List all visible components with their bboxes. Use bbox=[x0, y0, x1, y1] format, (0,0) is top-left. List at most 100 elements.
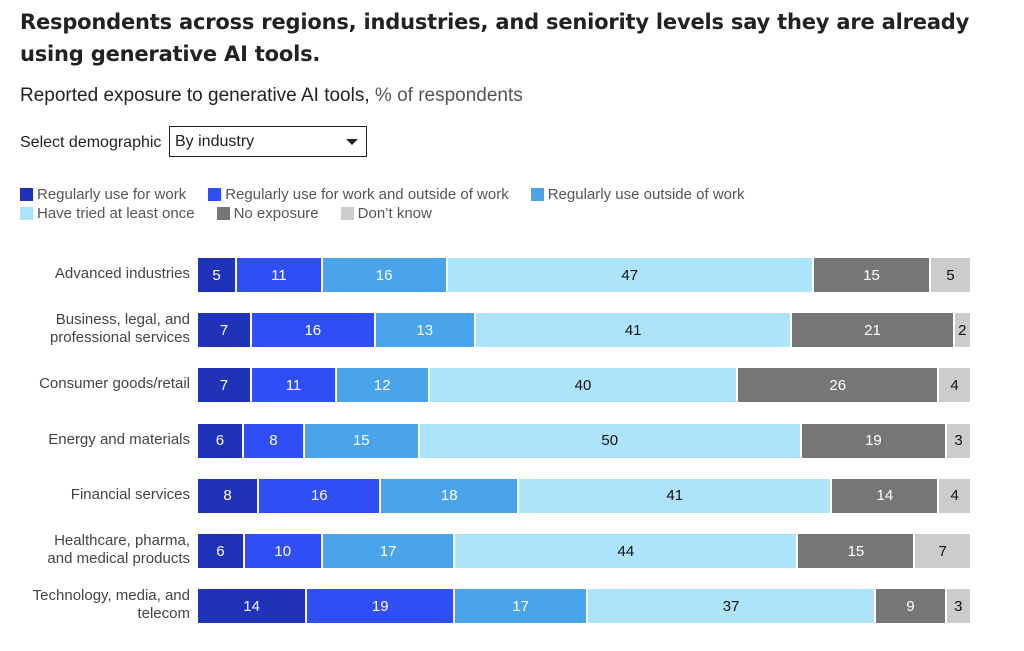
data-label: 3 bbox=[954, 432, 963, 450]
bar-row: 7 11 12 40 26 4 bbox=[198, 368, 970, 403]
legend-swatch bbox=[340, 207, 354, 220]
data-label: 19 bbox=[865, 432, 882, 450]
data-label: 14 bbox=[243, 597, 260, 615]
bar-segment: 6 bbox=[198, 423, 244, 458]
data-label: 41 bbox=[666, 487, 684, 505]
legend-label: Regularly use for work bbox=[37, 186, 187, 203]
bar-segment: 9 bbox=[876, 589, 947, 624]
bar-segment: 14 bbox=[832, 478, 940, 513]
category-label: Energy and materials bbox=[0, 431, 190, 449]
bar-segment: 15 bbox=[814, 258, 931, 292]
data-label: 21 bbox=[864, 321, 881, 339]
category-label-line: Healthcare, pharma, bbox=[54, 532, 190, 549]
data-label: 2 bbox=[958, 321, 967, 339]
bar-segment: 14 bbox=[198, 589, 308, 624]
bar-row: 6 10 17 44 15 7 bbox=[198, 534, 970, 568]
bar-segment: 5 bbox=[198, 258, 237, 292]
bar-segment: 44 bbox=[455, 534, 799, 568]
subtitle-text: Reported exposure to generative AI tools… bbox=[20, 85, 370, 106]
data-label: 7 bbox=[938, 542, 947, 560]
bar-segment: 5 bbox=[930, 258, 970, 292]
category-label: Consumer goods/retail bbox=[0, 375, 190, 393]
category-label: Healthcare, pharma, and medical products bbox=[0, 532, 190, 568]
data-label: 5 bbox=[212, 266, 221, 284]
bar-segment: 19 bbox=[307, 589, 456, 624]
bar-row: 6 8 15 50 19 3 bbox=[198, 423, 970, 458]
data-label: 10 bbox=[274, 542, 292, 560]
category-label-line: and medical products bbox=[47, 550, 190, 567]
bar-row: 8 16 18 41 14 4 bbox=[198, 478, 970, 513]
bar-segment: 11 bbox=[252, 368, 337, 403]
data-label: 17 bbox=[512, 597, 529, 615]
select-demographic-label: Select demographic bbox=[20, 134, 162, 151]
select-value: By industry bbox=[175, 133, 255, 150]
data-label: 15 bbox=[352, 432, 370, 450]
subtitle-unit: % of respondents bbox=[374, 85, 523, 106]
legend-label: Don’t know bbox=[357, 205, 432, 222]
category-label-line: Consumer goods/retail bbox=[39, 375, 190, 393]
bar-segment: 17 bbox=[322, 534, 456, 568]
legend-label: Have tried at least once bbox=[37, 205, 195, 222]
data-label: 4 bbox=[950, 487, 959, 505]
legend-item: Regularly use for work bbox=[20, 186, 186, 203]
data-label: 5 bbox=[946, 266, 955, 284]
category-label: Business, legal, and professional service… bbox=[0, 311, 190, 347]
legend-label: Regularly use outside of work bbox=[547, 186, 745, 203]
category-label-line: Financial services bbox=[70, 485, 190, 503]
data-label: 9 bbox=[906, 597, 915, 615]
category-label-line: Advanced industries bbox=[54, 265, 190, 282]
bar-segment: 3 bbox=[946, 589, 970, 624]
data-label: 8 bbox=[223, 487, 232, 505]
legend-item: Don’t know bbox=[340, 205, 432, 222]
demographic-select[interactable]: By industry bbox=[169, 126, 367, 157]
data-label: 16 bbox=[375, 266, 393, 284]
legend-swatch bbox=[208, 188, 222, 201]
bar-segment: 8 bbox=[243, 423, 305, 458]
bar-segment: 37 bbox=[587, 589, 877, 624]
data-label: 40 bbox=[574, 376, 592, 394]
bar-segment: 50 bbox=[419, 423, 802, 458]
data-label: 17 bbox=[379, 542, 397, 560]
bar-segment: 40 bbox=[429, 368, 739, 403]
bar-segment: 26 bbox=[738, 368, 940, 403]
data-label: 16 bbox=[304, 321, 322, 339]
legend-swatch bbox=[216, 207, 230, 220]
legend-swatch bbox=[20, 188, 33, 201]
data-label: 12 bbox=[373, 376, 391, 394]
data-label: 15 bbox=[847, 542, 865, 560]
legend-swatch bbox=[20, 207, 33, 220]
bar-segment: 7 bbox=[198, 313, 253, 348]
bar-segment: 41 bbox=[519, 478, 833, 513]
bar-segment: 21 bbox=[792, 313, 955, 348]
bar-row: 7 16 13 41 21 2 bbox=[198, 313, 970, 348]
bar-segment: 18 bbox=[381, 478, 520, 513]
data-label: 14 bbox=[876, 487, 894, 505]
legend-swatch bbox=[530, 188, 544, 201]
bar-segment: 15 bbox=[305, 423, 420, 458]
data-label: 11 bbox=[271, 266, 287, 284]
category-label-line: telecom bbox=[137, 605, 190, 623]
data-label: 15 bbox=[863, 266, 880, 284]
data-label: 44 bbox=[617, 542, 635, 560]
chart-subtitle: Reported exposure to generative AI tools… bbox=[20, 85, 523, 107]
category-label-line: Energy and materials bbox=[48, 430, 190, 448]
chart-title: Respondents across regions, industries, … bbox=[20, 10, 970, 66]
chevron-down-icon bbox=[346, 139, 358, 145]
bar-row: 5 11 16 47 15 5 bbox=[198, 258, 970, 292]
data-label: 47 bbox=[621, 266, 639, 284]
bar-segment: 13 bbox=[375, 313, 476, 348]
data-label: 3 bbox=[954, 597, 963, 615]
category-label: Financial services bbox=[0, 486, 190, 504]
bar-segment: 16 bbox=[322, 258, 448, 292]
bar-segment: 17 bbox=[455, 589, 588, 624]
bar-segment: 47 bbox=[447, 258, 815, 292]
legend: Regularly use for work Regularly use for … bbox=[20, 186, 766, 203]
category-label-line: Technology, media, and bbox=[32, 587, 190, 605]
bar-segment: 11 bbox=[236, 258, 323, 292]
data-label: 41 bbox=[624, 321, 642, 339]
legend-item: Regularly use for work and outside of wo… bbox=[208, 186, 509, 203]
data-label: 13 bbox=[416, 321, 434, 339]
data-label: 18 bbox=[440, 487, 458, 505]
bar-segment: 7 bbox=[915, 534, 970, 568]
bar-segment: 8 bbox=[198, 478, 260, 513]
